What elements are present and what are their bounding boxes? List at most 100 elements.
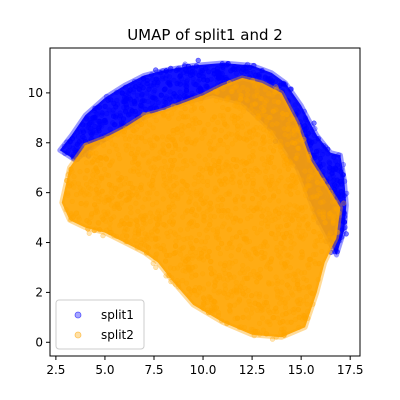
- data-point: [145, 112, 151, 118]
- data-point: [288, 234, 295, 240]
- data-point: [214, 69, 220, 75]
- data-point: [299, 249, 305, 255]
- data-point: [91, 202, 98, 208]
- data-point: [326, 159, 332, 165]
- data-point: [103, 156, 109, 162]
- data-point: [322, 220, 328, 226]
- data-point: [334, 162, 341, 168]
- data-point: [135, 208, 141, 214]
- data-point: [192, 92, 198, 99]
- data-point: [193, 250, 199, 256]
- data-point: [163, 99, 169, 106]
- data-point: [105, 97, 111, 103]
- data-point: [191, 106, 197, 112]
- data-point: [312, 126, 318, 132]
- data-point: [172, 243, 179, 249]
- data-point: [132, 101, 138, 107]
- data-point: [244, 121, 251, 127]
- data-point: [213, 305, 219, 311]
- data-point: [268, 256, 275, 262]
- data-point: [248, 70, 254, 76]
- data-point: [181, 79, 187, 86]
- data-point: [261, 195, 267, 201]
- data-point: [318, 238, 324, 244]
- data-point: [338, 189, 344, 195]
- data-point: [84, 127, 90, 133]
- data-point: [287, 273, 293, 279]
- data-point: [222, 282, 228, 288]
- data-point: [329, 170, 335, 176]
- data-point: [277, 300, 283, 306]
- data-point: [174, 126, 180, 132]
- data-point: [92, 115, 98, 121]
- data-point: [303, 134, 309, 140]
- data-point: [121, 99, 127, 105]
- data-point: [188, 158, 194, 164]
- data-point: [184, 81, 190, 87]
- data-point: [284, 204, 290, 210]
- data-point: [265, 308, 272, 314]
- data-point: [114, 97, 120, 103]
- data-point: [262, 74, 269, 80]
- data-point: [61, 143, 67, 149]
- data-point: [269, 173, 275, 180]
- data-point: [183, 87, 189, 93]
- data-point: [174, 166, 181, 172]
- data-point: [112, 142, 118, 148]
- data-point: [214, 89, 220, 95]
- data-point: [152, 255, 159, 261]
- data-point: [90, 172, 96, 178]
- data-point: [140, 85, 146, 91]
- data-point: [89, 119, 95, 125]
- data-point: [331, 177, 337, 183]
- data-point: [184, 94, 190, 100]
- data-point: [128, 205, 134, 211]
- data-point: [92, 195, 98, 201]
- data-point: [168, 65, 174, 71]
- data-point: [296, 222, 303, 228]
- data-point: [200, 87, 206, 93]
- data-point: [127, 96, 133, 102]
- data-point: [95, 220, 101, 226]
- data-point: [82, 175, 88, 181]
- data-point: [177, 262, 183, 268]
- data-point: [339, 217, 345, 223]
- data-point: [331, 182, 338, 188]
- data-point: [219, 71, 225, 77]
- data-point: [144, 172, 151, 178]
- data-point: [325, 151, 331, 157]
- data-point: [127, 87, 133, 93]
- data-point: [219, 213, 225, 219]
- data-point: [171, 77, 177, 83]
- data-point: [149, 104, 155, 111]
- data-point: [126, 88, 132, 94]
- data-point: [270, 148, 277, 154]
- data-point: [338, 218, 344, 224]
- data-point: [95, 126, 102, 132]
- data-point: [306, 138, 312, 144]
- data-point: [168, 157, 174, 164]
- data-point: [247, 154, 253, 160]
- data-point: [167, 178, 173, 184]
- data-point: [119, 90, 125, 96]
- data-point: [123, 175, 129, 182]
- data-point: [287, 265, 293, 271]
- data-point: [225, 106, 231, 112]
- data-point: [307, 289, 314, 296]
- data-point: [234, 315, 241, 321]
- data-point: [184, 95, 191, 102]
- data-point: [165, 80, 171, 86]
- data-point: [281, 80, 287, 86]
- data-point: [243, 65, 249, 71]
- data-point: [303, 117, 309, 123]
- data-point: [339, 181, 345, 187]
- data-point: [162, 86, 168, 92]
- data-point: [210, 157, 216, 163]
- data-point: [158, 92, 164, 98]
- data-point: [93, 150, 99, 156]
- data-point: [329, 170, 335, 176]
- data-point: [179, 131, 185, 137]
- data-point: [148, 183, 154, 189]
- data-point: [190, 65, 196, 71]
- data-point: [332, 249, 338, 255]
